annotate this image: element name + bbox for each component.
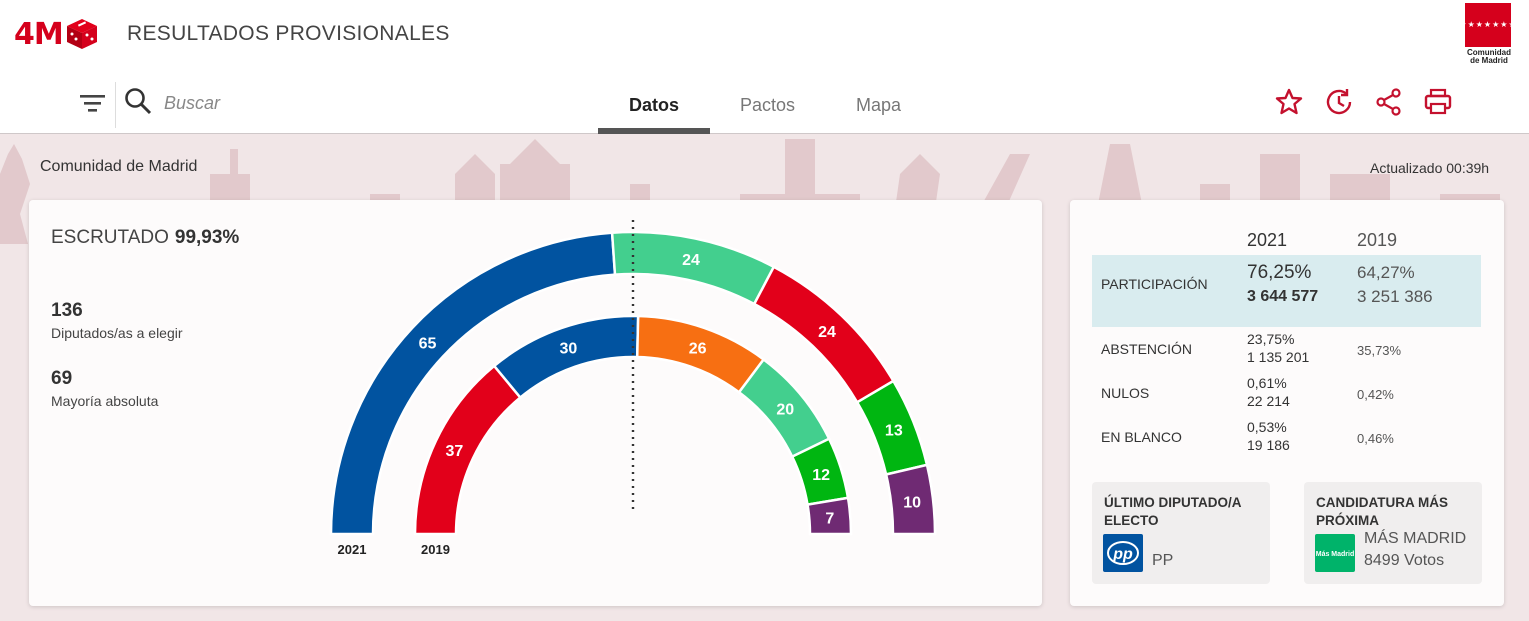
pp-logo-icon: pp (1103, 534, 1143, 572)
seat-label-2021-2: 24 (818, 324, 836, 341)
filter-icon[interactable] (78, 90, 108, 116)
logo-text: 4M (14, 16, 64, 52)
seat-label-2021-3: 13 (885, 422, 903, 439)
tab-datos[interactable]: Datos (629, 95, 680, 115)
hemicycle-chart: 65 24 24 13 10 2021 37 30 26 20 12 7 2019 (329, 220, 937, 557)
col-header-2019: 2019 (1357, 230, 1398, 250)
seat-label-2021-4: 10 (903, 495, 921, 512)
seat-label-2019-0: 37 (445, 443, 463, 460)
last-elected-box[interactable]: ÚLTIMO DIPUTADO/A ELECTO pp PP (1092, 482, 1270, 584)
tab-mapa[interactable]: Mapa (856, 95, 902, 115)
region-name: Comunidad de Madrid (40, 158, 198, 175)
nav-bar: Datos Pactos Mapa (0, 72, 1529, 134)
closest-candidate-votes: 8499 Votos (1364, 552, 1445, 569)
participacion-2019-abs: 3 251 386 (1357, 287, 1433, 306)
closest-candidate-box[interactable]: CANDIDATURA MÁS PRÓXIMA Más Madrid MÁS M… (1304, 482, 1482, 584)
closest-candidate-title: CANDIDATURA MÁS PRÓXIMA (1316, 495, 1448, 528)
closest-candidate-party: MÁS MADRID (1364, 530, 1467, 547)
row-label-en-blanco: EN BLANCO (1101, 429, 1182, 445)
last-updated: Actualizado 00:39h (1370, 160, 1490, 176)
en-blanco-2021-abs: 19 186 (1247, 437, 1290, 453)
comunidad-madrid-logo[interactable]: ★★★★★★★ Comunidad de Madrid (1459, 3, 1516, 67)
row-label-nulos: NULOS (1101, 385, 1150, 401)
ring-year-label-2021: 2021 (338, 542, 367, 557)
row-label-abstencion: ABSTENCIÓN (1101, 341, 1193, 357)
star-icon[interactable] (1274, 87, 1304, 117)
nulos-2019-pct: 0,42% (1357, 387, 1394, 402)
flag-stars-icon: ★★★★★★★ (1459, 20, 1517, 29)
majority-label: Mayoría absoluta (51, 393, 159, 409)
participacion-2021-pct: 76,25% (1247, 262, 1312, 283)
results-card: ESCRUTADO 99,93% 136 Diputados/as a elegi… (29, 200, 1042, 606)
active-tab-indicator (598, 128, 710, 134)
top-header: 4M RESULTADOS PROVISIONALES ★★★★★★★ Comu… (0, 0, 1529, 72)
region-flag: ★★★★★★★ (1459, 3, 1516, 47)
escrutado-label: ESCRUTADO (51, 227, 169, 248)
seat-label-2019-1: 30 (560, 340, 578, 357)
row-label-participacion: PARTICIPACIÓN (1101, 276, 1208, 292)
page-title: RESULTADOS PROVISIONALES (127, 22, 450, 45)
abstencion-2021-abs: 1 135 201 (1247, 349, 1310, 365)
app-logo[interactable]: 4M (14, 14, 99, 54)
participacion-2019-pct: 64,27% (1357, 263, 1415, 282)
region-logo-label: Comunidad de Madrid (1467, 48, 1511, 65)
majority-seats: 69 (51, 368, 73, 389)
seat-label-2021-1: 24 (682, 252, 700, 269)
pp-logo-text: pp (1112, 546, 1133, 563)
seat-label-2019-2: 26 (689, 340, 707, 357)
last-elected-party: PP (1152, 552, 1174, 569)
search-input[interactable] (164, 90, 384, 116)
pp-logo-mark: pp (1107, 541, 1139, 565)
seat-label-2019-3: 20 (776, 401, 794, 418)
col-header-2021: 2021 (1247, 230, 1288, 250)
share-icon[interactable] (1374, 87, 1404, 117)
seats-total-label: Diputados/as a elegir (51, 325, 183, 341)
participation-highlight (1092, 255, 1481, 327)
nav-divider (115, 82, 116, 128)
escrutado-block: ESCRUTADO 99,93% (51, 227, 239, 249)
abstencion-2021-pct: 23,75% (1247, 331, 1295, 347)
seat-arc-2019-0[interactable] (413, 364, 523, 536)
seat-label-2019-4: 12 (812, 467, 830, 484)
seat-arc-2021-0[interactable] (329, 231, 617, 536)
seat-arc-2019-5[interactable] (806, 496, 853, 536)
seat-label-2021-0: 65 (419, 335, 437, 352)
nulos-2021-pct: 0,61% (1247, 375, 1287, 391)
print-icon[interactable] (1423, 87, 1453, 117)
history-icon[interactable] (1324, 87, 1354, 117)
ballot-cube-icon (66, 19, 97, 49)
seats-total: 136 (51, 300, 83, 321)
participacion-2021-abs: 3 644 577 (1247, 288, 1319, 305)
stats-card: 2021 2019 PARTICIPACIÓN 76,25% 3 644 577… (1070, 200, 1504, 606)
tab-pactos[interactable]: Pactos (740, 95, 796, 115)
escrutado-value: 99,93% (174, 227, 240, 248)
last-elected-title: ÚLTIMO DIPUTADO/A ELECTO (1104, 495, 1241, 528)
mas-madrid-logo-text: Más Madrid (1316, 551, 1355, 558)
nulos-2021-abs: 22 214 (1247, 393, 1290, 409)
mas-madrid-logo-icon: Más Madrid (1315, 534, 1355, 572)
seat-label-2019-5: 7 (825, 511, 834, 528)
search-icon[interactable] (123, 86, 153, 116)
en-blanco-2021-pct: 0,53% (1247, 419, 1287, 435)
seat-arc-2021-4[interactable] (884, 463, 937, 536)
abstencion-2019-pct: 35,73% (1357, 343, 1402, 358)
mas-madrid-logo-mark: Más Madrid (1316, 551, 1355, 558)
en-blanco-2019-pct: 0,46% (1357, 431, 1394, 446)
ring-year-label-2019: 2019 (421, 542, 450, 557)
